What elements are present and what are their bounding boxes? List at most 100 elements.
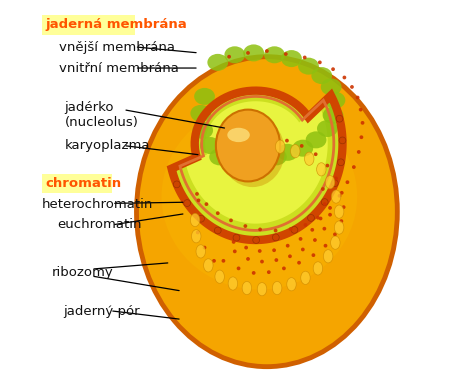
Polygon shape <box>171 91 342 240</box>
Ellipse shape <box>323 244 328 248</box>
Ellipse shape <box>300 144 304 148</box>
FancyBboxPatch shape <box>42 174 112 193</box>
Ellipse shape <box>342 76 346 79</box>
Ellipse shape <box>237 266 240 270</box>
Text: chromatin: chromatin <box>46 177 122 190</box>
Ellipse shape <box>265 49 269 53</box>
Ellipse shape <box>323 202 327 206</box>
Ellipse shape <box>325 91 346 109</box>
Ellipse shape <box>195 192 199 196</box>
Ellipse shape <box>257 283 267 296</box>
Ellipse shape <box>284 52 288 56</box>
Ellipse shape <box>316 216 320 220</box>
Ellipse shape <box>336 115 343 122</box>
Ellipse shape <box>304 223 307 227</box>
Ellipse shape <box>357 150 361 154</box>
Text: euchromatin: euchromatin <box>57 218 142 231</box>
Ellipse shape <box>200 137 221 154</box>
Ellipse shape <box>291 145 300 158</box>
Ellipse shape <box>317 120 338 137</box>
Ellipse shape <box>190 213 200 227</box>
Ellipse shape <box>321 79 341 96</box>
Text: heterochromatin: heterochromatin <box>42 198 153 211</box>
Ellipse shape <box>333 232 337 236</box>
Ellipse shape <box>216 110 280 181</box>
Ellipse shape <box>337 159 344 166</box>
Text: vnitřní membrána: vnitřní membrána <box>59 62 179 74</box>
Ellipse shape <box>195 214 198 218</box>
Ellipse shape <box>292 140 313 157</box>
Ellipse shape <box>304 152 314 166</box>
Ellipse shape <box>196 231 200 234</box>
Ellipse shape <box>301 271 310 284</box>
FancyBboxPatch shape <box>42 15 134 35</box>
Ellipse shape <box>222 259 225 263</box>
Text: vnější membrána: vnější membrána <box>59 41 175 54</box>
Ellipse shape <box>301 248 305 251</box>
Ellipse shape <box>162 104 357 290</box>
Ellipse shape <box>232 240 236 244</box>
Ellipse shape <box>194 88 215 105</box>
Ellipse shape <box>313 262 322 275</box>
Ellipse shape <box>229 218 233 222</box>
Ellipse shape <box>298 237 303 241</box>
Ellipse shape <box>246 257 250 261</box>
Ellipse shape <box>227 55 231 59</box>
Ellipse shape <box>321 187 325 191</box>
Ellipse shape <box>136 57 397 367</box>
Ellipse shape <box>205 202 208 206</box>
Polygon shape <box>186 101 328 224</box>
Ellipse shape <box>266 149 287 166</box>
Ellipse shape <box>252 271 255 275</box>
Text: jadérko
(nucleolus): jadérko (nucleolus) <box>65 101 139 129</box>
Ellipse shape <box>209 149 230 166</box>
Ellipse shape <box>321 199 328 206</box>
Ellipse shape <box>272 248 276 252</box>
Ellipse shape <box>215 270 225 284</box>
Ellipse shape <box>308 214 315 221</box>
Ellipse shape <box>184 200 190 206</box>
Ellipse shape <box>212 259 216 263</box>
Ellipse shape <box>339 137 346 144</box>
Ellipse shape <box>233 249 237 253</box>
Ellipse shape <box>204 259 213 272</box>
Ellipse shape <box>334 221 344 234</box>
Ellipse shape <box>331 190 341 203</box>
Ellipse shape <box>297 261 301 265</box>
Ellipse shape <box>228 277 237 290</box>
Ellipse shape <box>331 67 335 71</box>
Ellipse shape <box>340 191 344 195</box>
Ellipse shape <box>313 238 317 242</box>
Ellipse shape <box>311 67 332 84</box>
Text: karyoplazma: karyoplazma <box>65 139 150 152</box>
Ellipse shape <box>331 180 338 187</box>
Ellipse shape <box>356 96 359 99</box>
Ellipse shape <box>198 215 205 222</box>
Ellipse shape <box>286 244 290 248</box>
Ellipse shape <box>323 249 333 263</box>
Ellipse shape <box>282 266 286 270</box>
Ellipse shape <box>298 57 319 75</box>
Ellipse shape <box>328 213 332 217</box>
Ellipse shape <box>190 105 211 122</box>
Ellipse shape <box>361 121 365 125</box>
Ellipse shape <box>331 236 340 249</box>
Ellipse shape <box>253 153 274 170</box>
Ellipse shape <box>350 85 354 89</box>
Ellipse shape <box>223 154 243 171</box>
Ellipse shape <box>207 54 228 71</box>
Ellipse shape <box>311 253 315 257</box>
Ellipse shape <box>197 198 201 202</box>
Ellipse shape <box>325 175 335 189</box>
Ellipse shape <box>258 249 261 253</box>
Ellipse shape <box>243 45 264 62</box>
Ellipse shape <box>253 237 260 243</box>
Ellipse shape <box>359 135 363 139</box>
Ellipse shape <box>277 144 298 161</box>
Ellipse shape <box>287 277 296 291</box>
Ellipse shape <box>258 228 262 231</box>
Ellipse shape <box>244 246 248 249</box>
Text: jaderný pór: jaderný pór <box>63 305 140 318</box>
Ellipse shape <box>203 246 207 249</box>
Ellipse shape <box>314 152 317 156</box>
